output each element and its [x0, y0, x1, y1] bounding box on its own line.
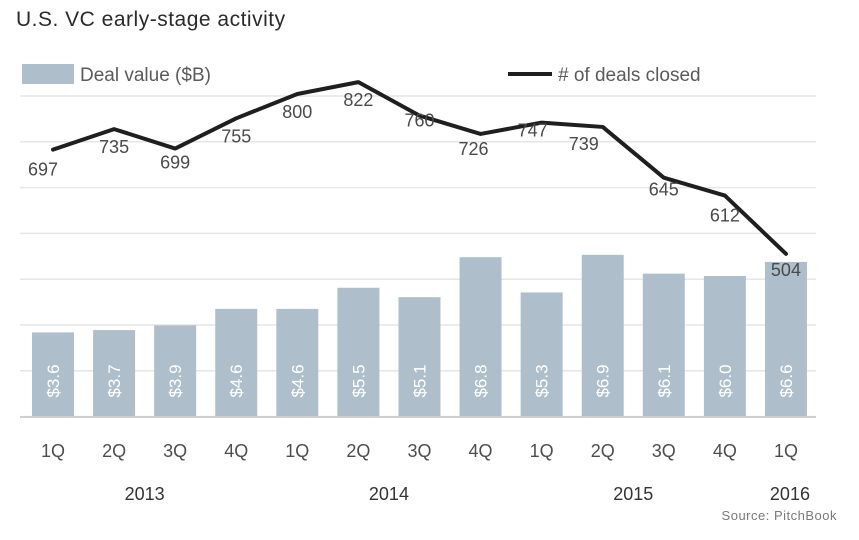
deal-count-label: 800 — [282, 102, 312, 122]
x-tick-labels: 1Q 2Q 3Q 4Q 1Q 2Q 3Q 4Q 1Q 2Q 3Q 4Q 1Q — [41, 441, 798, 461]
x-tick-label: 4Q — [224, 441, 248, 461]
x-tick-label: 2Q — [346, 441, 370, 461]
x-tick-label: 1Q — [285, 441, 309, 461]
bar-value-label: $6.8 — [472, 364, 491, 397]
bar — [154, 325, 197, 417]
deals-line-path — [51, 80, 788, 256]
bar-value-label: $4.6 — [227, 364, 246, 397]
bar — [398, 297, 441, 417]
bar-value-label: $6.9 — [594, 364, 613, 397]
chart-title: U.S. VC early-stage activity — [16, 8, 286, 31]
deal-count-label: 739 — [569, 134, 599, 154]
deals-line — [51, 80, 788, 256]
bar — [32, 332, 74, 417]
deal-labels: 697 735 699 755 800 822 760 726 747 739 645 612 504 — [28, 90, 801, 280]
bar — [581, 254, 624, 417]
bar-labels: $3.6 $3.7 $3.9 $4.6 $4.6 $5.5 $5.1 $6.8 $5.3 $6.9… — [44, 364, 796, 397]
x-tick-label: 4Q — [713, 441, 737, 461]
legend: Deal value ($B) # of deals closed — [22, 64, 701, 86]
deal-count-label: 697 — [28, 160, 58, 180]
bar — [337, 287, 380, 417]
bar — [520, 292, 563, 417]
bar-value-label: $4.6 — [288, 364, 307, 397]
bar-value-label: $5.1 — [410, 364, 429, 397]
deal-count-label: 760 — [404, 111, 434, 131]
bar-value-label: $3.6 — [44, 364, 63, 397]
bar-value-label: $3.7 — [105, 364, 124, 397]
bar — [703, 276, 746, 417]
bar-value-label: $6.1 — [655, 364, 674, 397]
x-tick-label: 1Q — [41, 441, 65, 461]
bars — [32, 254, 807, 417]
deal-count-label: 726 — [459, 139, 489, 159]
legend-bar-label: Deal value ($B) — [80, 65, 211, 86]
year-label: 2016 — [770, 484, 810, 504]
bar — [215, 308, 258, 417]
bar — [93, 330, 136, 417]
x-tick-label: 3Q — [407, 441, 431, 461]
deal-count-label: 822 — [343, 90, 373, 110]
deal-count-label: 699 — [160, 153, 190, 173]
x-tick-label: 1Q — [530, 441, 554, 461]
deal-count-label: 747 — [518, 121, 548, 141]
x-tick-label: 4Q — [469, 441, 493, 461]
bar-value-label: $5.5 — [349, 364, 368, 397]
x-tick-label: 1Q — [774, 441, 798, 461]
bar-value-label: $6.6 — [777, 364, 796, 397]
year-label: 2014 — [369, 484, 409, 504]
bar-value-label: $5.3 — [533, 364, 552, 397]
legend-line-label: # of deals closed — [558, 65, 701, 86]
legend-bar-swatch — [22, 64, 74, 84]
source-note: Source: PitchBook — [721, 508, 837, 523]
deal-count-label: 612 — [710, 206, 740, 226]
bar — [764, 261, 807, 417]
bar-value-label: $3.9 — [166, 364, 185, 397]
x-tick-label: 2Q — [591, 441, 615, 461]
x-tick-label: 3Q — [163, 441, 187, 461]
year-labels: 2013 2014 2015 2016 — [125, 484, 810, 504]
x-tick-label: 2Q — [102, 441, 126, 461]
bar — [642, 273, 685, 417]
deal-count-label: 645 — [649, 180, 679, 200]
deal-count-label: 755 — [221, 126, 251, 146]
bar-value-label: $6.0 — [716, 364, 735, 397]
x-tick-label: 3Q — [652, 441, 676, 461]
year-label: 2015 — [613, 484, 653, 504]
deal-count-label: 504 — [771, 260, 801, 280]
bar — [276, 308, 319, 417]
year-label: 2013 — [125, 484, 165, 504]
bar — [459, 257, 502, 417]
deal-count-label: 735 — [99, 137, 129, 157]
